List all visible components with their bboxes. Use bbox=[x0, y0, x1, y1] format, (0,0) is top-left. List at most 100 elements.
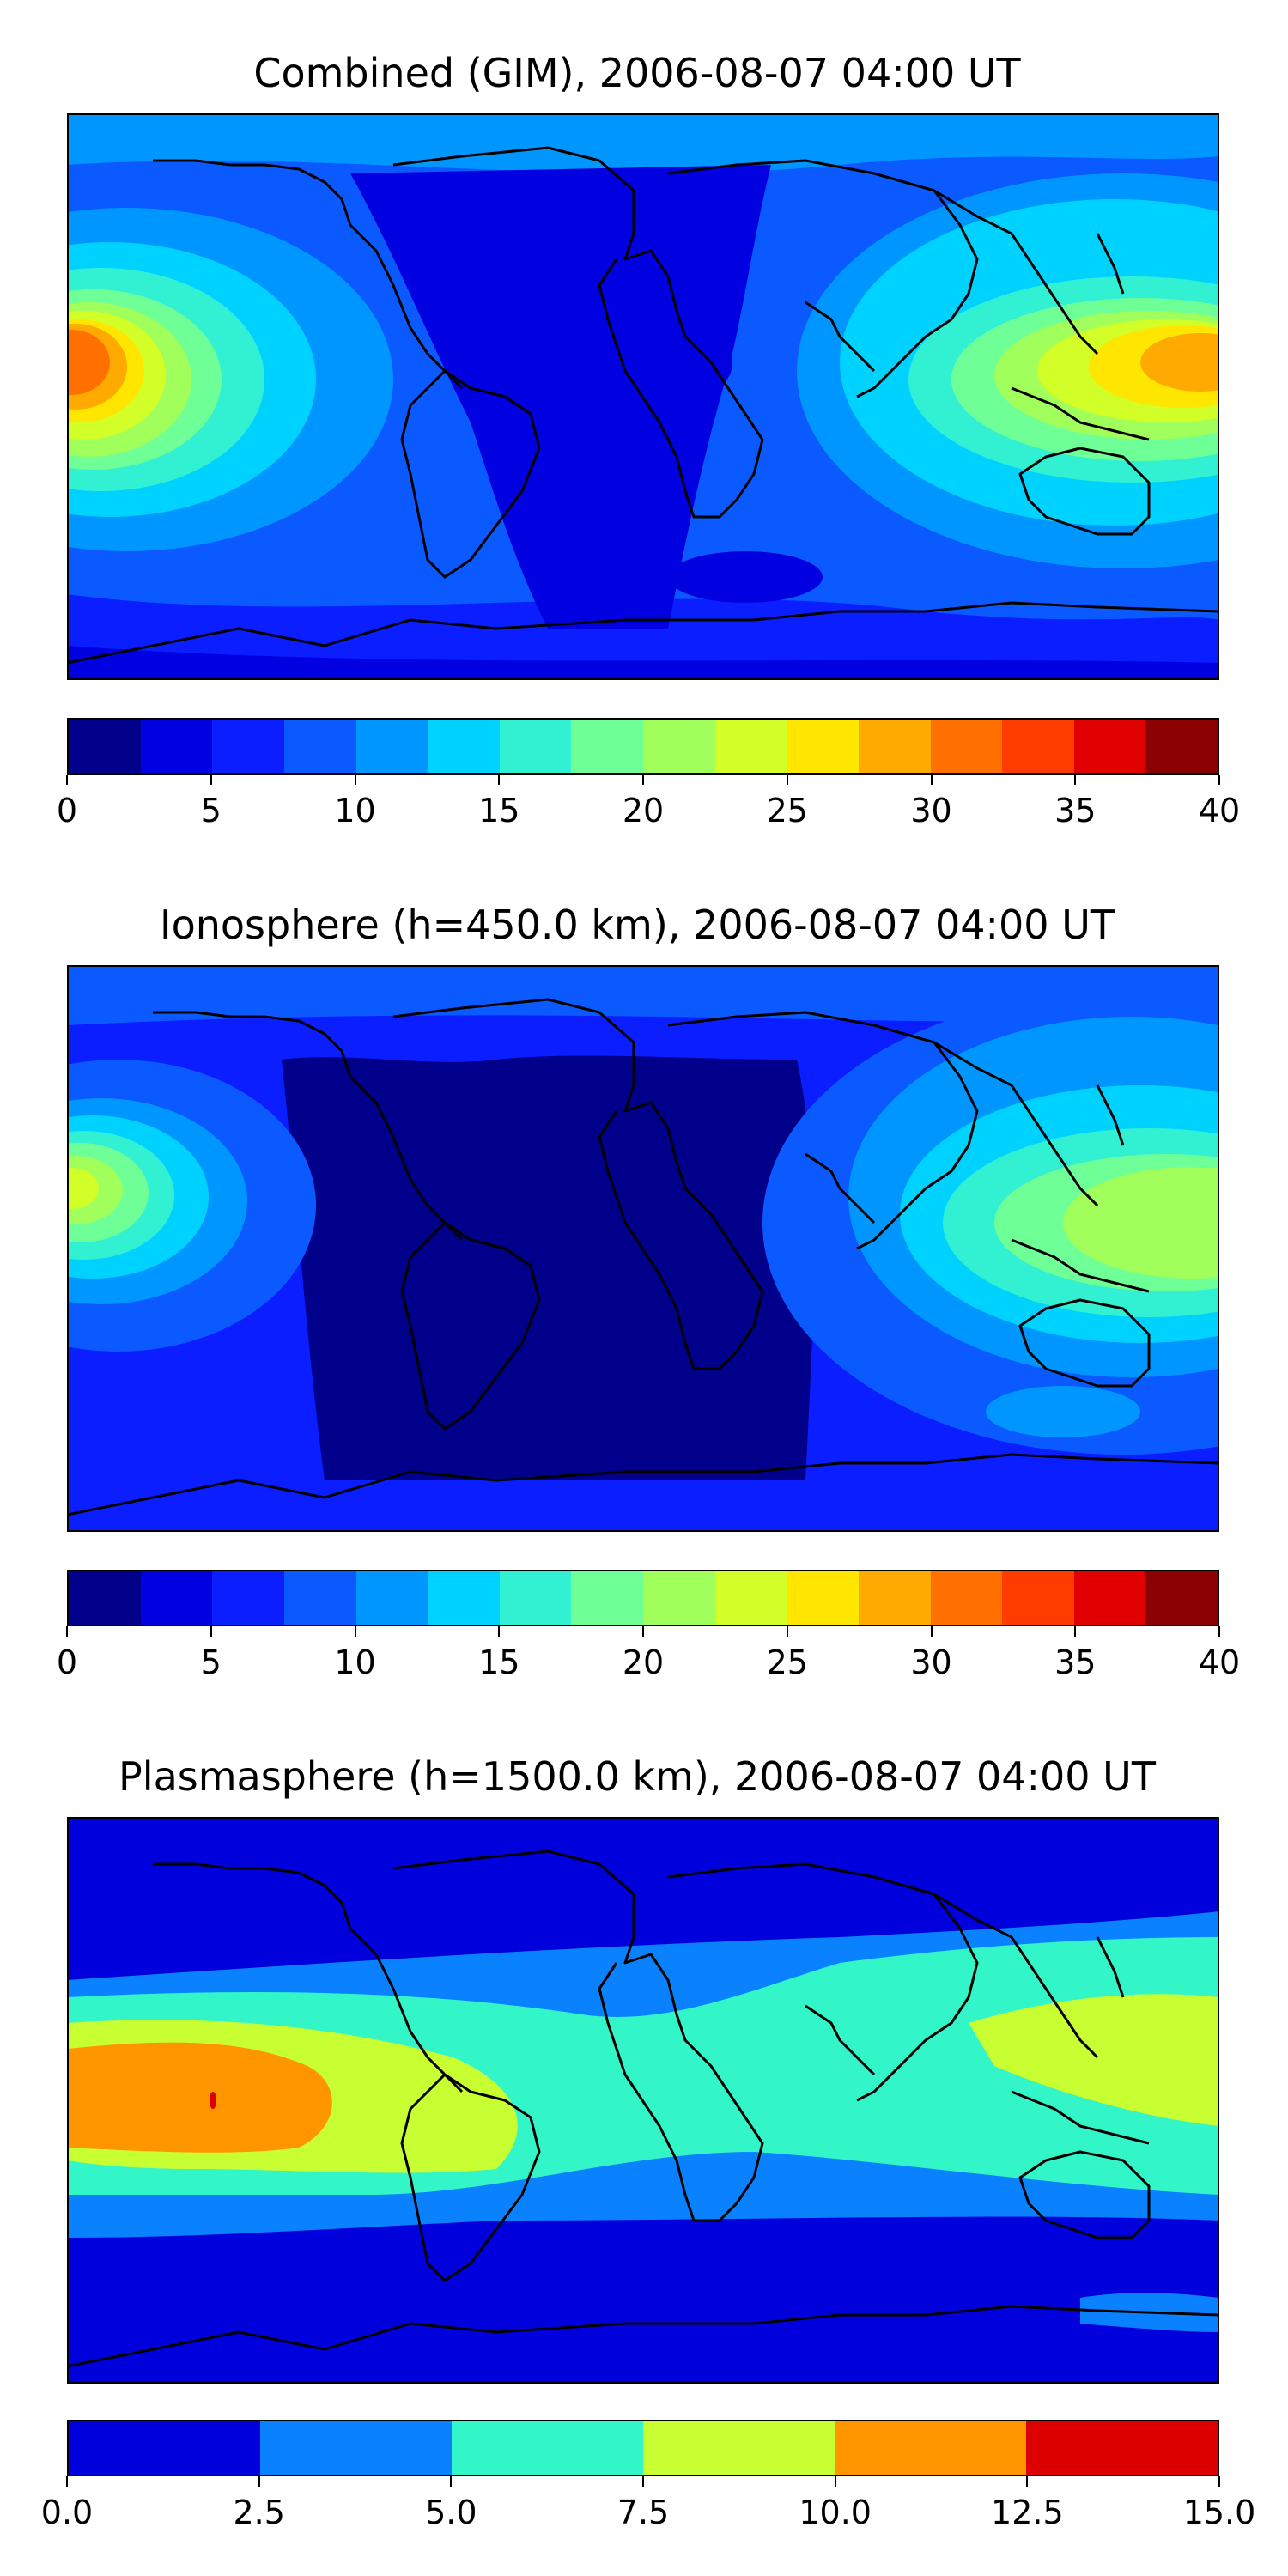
colorbar-tick-label: 25 bbox=[766, 792, 808, 829]
colorbar-tick bbox=[66, 775, 68, 785]
colorbar-segment-7 bbox=[571, 1571, 643, 1625]
colorbar-segment-4 bbox=[355, 720, 428, 773]
colorbar-tick-label: 0 bbox=[56, 1643, 78, 1681]
colorbar-segment-9 bbox=[714, 1571, 787, 1625]
ionosphere-map bbox=[67, 965, 1219, 1532]
colorbar-segment-10 bbox=[787, 720, 859, 773]
colorbar-tick bbox=[786, 1626, 788, 1637]
colorbar-segment-7 bbox=[571, 720, 643, 773]
colorbar-tick bbox=[210, 775, 212, 785]
colorbar-segment-5 bbox=[1026, 2421, 1218, 2475]
colorbar-tick bbox=[258, 2476, 260, 2487]
colorbar-tick bbox=[450, 2476, 453, 2487]
colorbar-tick bbox=[210, 1626, 212, 1637]
colorbar-segment-1 bbox=[260, 2421, 452, 2475]
colorbar-tick-label: 10 bbox=[334, 1643, 376, 1681]
colorbar-tick-label: 40 bbox=[1198, 1643, 1241, 1681]
colorbar-tick bbox=[786, 775, 788, 785]
colorbar-tick-label: 5 bbox=[200, 1643, 222, 1681]
colorbar-segment-0 bbox=[69, 2421, 260, 2475]
coastlines bbox=[67, 1850, 1219, 2368]
colorbar-tick bbox=[642, 1626, 644, 1637]
colorbar-tick bbox=[930, 1626, 933, 1637]
colorbar-tick-label: 30 bbox=[910, 1643, 952, 1681]
colorbar-tick-label: 7.5 bbox=[617, 2494, 670, 2531]
colorbar-segment-6 bbox=[499, 720, 572, 773]
colorbar-segment-2 bbox=[212, 720, 284, 773]
colorbar-tick bbox=[498, 775, 501, 785]
colorbar-segment-2 bbox=[212, 1571, 284, 1625]
colorbar-segment-6 bbox=[499, 1571, 572, 1625]
colorbar-ticks-ionosphere: 0 5 10 15 20 25 30 35 40 bbox=[57, 1626, 1240, 1686]
colorbar-tick bbox=[930, 775, 933, 785]
colorbar-segment-5 bbox=[428, 1571, 500, 1625]
colorbar-tick bbox=[354, 775, 356, 785]
colorbar-tick-label: 0.0 bbox=[40, 2494, 94, 2531]
colorbar-segment-11 bbox=[858, 720, 931, 773]
coastlines bbox=[67, 146, 1219, 665]
colorbar-segment-14 bbox=[1073, 720, 1146, 773]
colorbar-segment-1 bbox=[140, 1571, 213, 1625]
colorbar-segment-11 bbox=[858, 1571, 931, 1625]
colorbar-tick bbox=[834, 2476, 836, 2487]
colorbar-segment-9 bbox=[714, 720, 787, 773]
colorbar-segment-15 bbox=[1145, 1571, 1218, 1625]
colorbar-segment-4 bbox=[355, 1571, 428, 1625]
colorbar-segment-14 bbox=[1073, 1571, 1146, 1625]
colorbar-tick-label: 10.0 bbox=[799, 2494, 872, 2531]
colorbar-segment-3 bbox=[283, 720, 356, 773]
colorbar-segment-3 bbox=[643, 2421, 835, 2475]
colorbar-tick bbox=[498, 1626, 501, 1637]
colorbar-ticks-plasmasphere: 0.0 2.5 5.0 7.5 10.0 12.5 15.0 bbox=[41, 2476, 1255, 2537]
colorbar-tick-label: 15.0 bbox=[1182, 2494, 1256, 2531]
colorbar-tick bbox=[354, 1626, 356, 1637]
colorbar-tick-label: 20 bbox=[622, 1643, 665, 1681]
colorbar-tick-label: 25 bbox=[766, 1643, 808, 1681]
colorbar-segment-10 bbox=[787, 1571, 859, 1625]
colorbar-tick bbox=[642, 775, 644, 785]
colorbar-ticks-combined: 0 5 10 15 20 25 30 35 40 bbox=[57, 775, 1240, 835]
colorbar-segment-13 bbox=[1002, 720, 1074, 773]
colorbar-tick-label: 10 bbox=[334, 792, 376, 829]
coastlines bbox=[67, 998, 1219, 1516]
colorbar-tick-label: 30 bbox=[910, 792, 952, 829]
colorbar-tick bbox=[1218, 2476, 1220, 2487]
colorbar-tick-label: 20 bbox=[622, 792, 665, 829]
colorbar-combined bbox=[67, 718, 1219, 775]
colorbar-tick-label: 35 bbox=[1054, 1643, 1097, 1681]
colorbar-segment-0 bbox=[69, 720, 141, 773]
colorbar-tick-label: 15 bbox=[478, 1643, 520, 1681]
colorbar-plasmasphere bbox=[67, 2420, 1219, 2476]
colorbar-segment-2 bbox=[452, 2421, 643, 2475]
colorbar-tick bbox=[1026, 2476, 1029, 2487]
colorbar-segment-4 bbox=[835, 2421, 1026, 2475]
colorbar-segment-0 bbox=[69, 1571, 141, 1625]
colorbar-tick-label: 0 bbox=[56, 792, 78, 829]
colorbar-segment-12 bbox=[930, 1571, 1003, 1625]
colorbar-tick-label: 15 bbox=[478, 792, 520, 829]
plasmasphere-map bbox=[67, 1817, 1219, 2384]
combined-map bbox=[67, 113, 1219, 680]
colorbar-segment-8 bbox=[643, 720, 715, 773]
colorbar-tick-label: 12.5 bbox=[991, 2494, 1064, 2531]
colorbar-segment-1 bbox=[140, 720, 213, 773]
colorbar-tick bbox=[1218, 1626, 1220, 1637]
colorbar-tick bbox=[1074, 1626, 1077, 1637]
colorbar-ionosphere bbox=[67, 1570, 1219, 1626]
colorbar-segment-3 bbox=[283, 1571, 356, 1625]
colorbar-segment-13 bbox=[1002, 1571, 1074, 1625]
colorbar-tick-label: 40 bbox=[1198, 792, 1241, 829]
panel-title-combined: Combined (GIM), 2006-08-07 04:00 UT bbox=[253, 50, 1021, 96]
colorbar-tick-label: 5 bbox=[200, 792, 222, 829]
colorbar-tick bbox=[66, 1626, 68, 1637]
colorbar-tick-label: 5.0 bbox=[425, 2494, 477, 2531]
colorbar-tick-label: 2.5 bbox=[233, 2494, 285, 2531]
panel-title-plasmasphere: Plasmasphere (h=1500.0 km), 2006-08-07 0… bbox=[118, 1753, 1156, 1800]
colorbar-tick-label: 35 bbox=[1054, 792, 1097, 829]
panel-title-ionosphere: Ionosphere (h=450.0 km), 2006-08-07 04:0… bbox=[160, 902, 1115, 948]
colorbar-segment-8 bbox=[643, 1571, 715, 1625]
colorbar-segment-5 bbox=[428, 720, 500, 773]
colorbar-tick bbox=[1218, 775, 1220, 785]
colorbar-tick bbox=[66, 2476, 68, 2487]
colorbar-segment-15 bbox=[1145, 720, 1218, 773]
